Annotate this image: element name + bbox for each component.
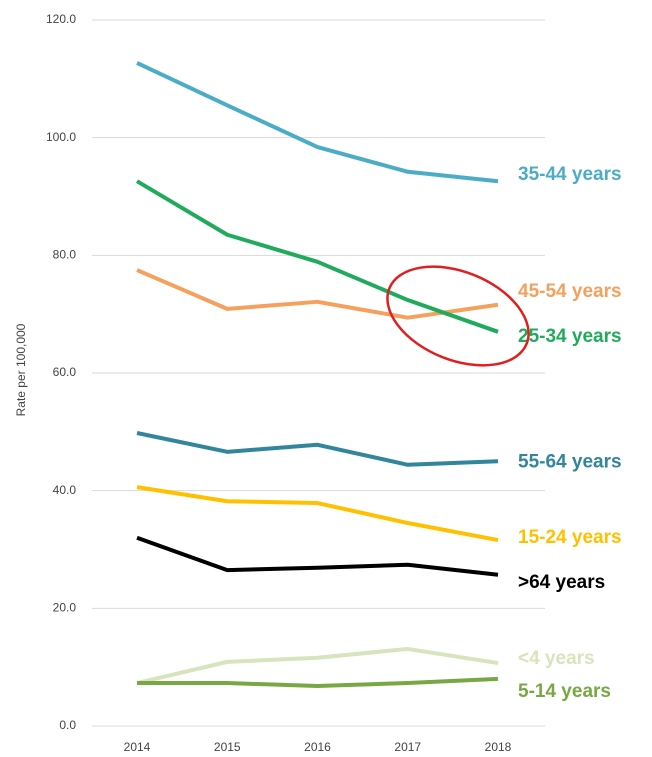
series-line xyxy=(136,646,499,685)
y-tick-label: 80.0 xyxy=(53,248,77,262)
x-tick-label: 2017 xyxy=(394,740,421,754)
series-line xyxy=(136,431,499,467)
x-tick-label: 2016 xyxy=(304,740,331,754)
series-line xyxy=(136,268,499,320)
y-tick-label: 20.0 xyxy=(53,601,77,615)
series-line xyxy=(137,676,499,688)
y-tick-label: 40.0 xyxy=(53,483,77,497)
series-line xyxy=(135,179,499,334)
x-tick-label: 2018 xyxy=(485,740,512,754)
series-label: 35-44 years xyxy=(518,164,622,185)
series-label: 15-24 years xyxy=(518,527,622,548)
series-label: 55-64 years xyxy=(518,451,622,472)
y-tick-label: 60.0 xyxy=(53,365,77,379)
series-label: 25-34 years xyxy=(518,326,622,347)
highlight-ellipse xyxy=(386,265,530,367)
y-tick-label: 120.0 xyxy=(46,12,76,26)
series-line xyxy=(136,61,499,184)
series-label: >64 years xyxy=(518,572,605,593)
series-label: <4 years xyxy=(518,648,595,669)
x-tick-label: 2015 xyxy=(214,740,241,754)
y-tick-label: 100.0 xyxy=(46,130,76,144)
series-line xyxy=(136,485,499,543)
series-label: 5-14 years xyxy=(518,681,611,702)
series-line xyxy=(136,535,499,577)
x-tick-label: 2014 xyxy=(124,740,151,754)
y-tick-label: 0.0 xyxy=(59,718,76,732)
series-label: 45-54 years xyxy=(518,281,622,302)
y-axis-label: Rate per 100,000 xyxy=(14,323,28,416)
